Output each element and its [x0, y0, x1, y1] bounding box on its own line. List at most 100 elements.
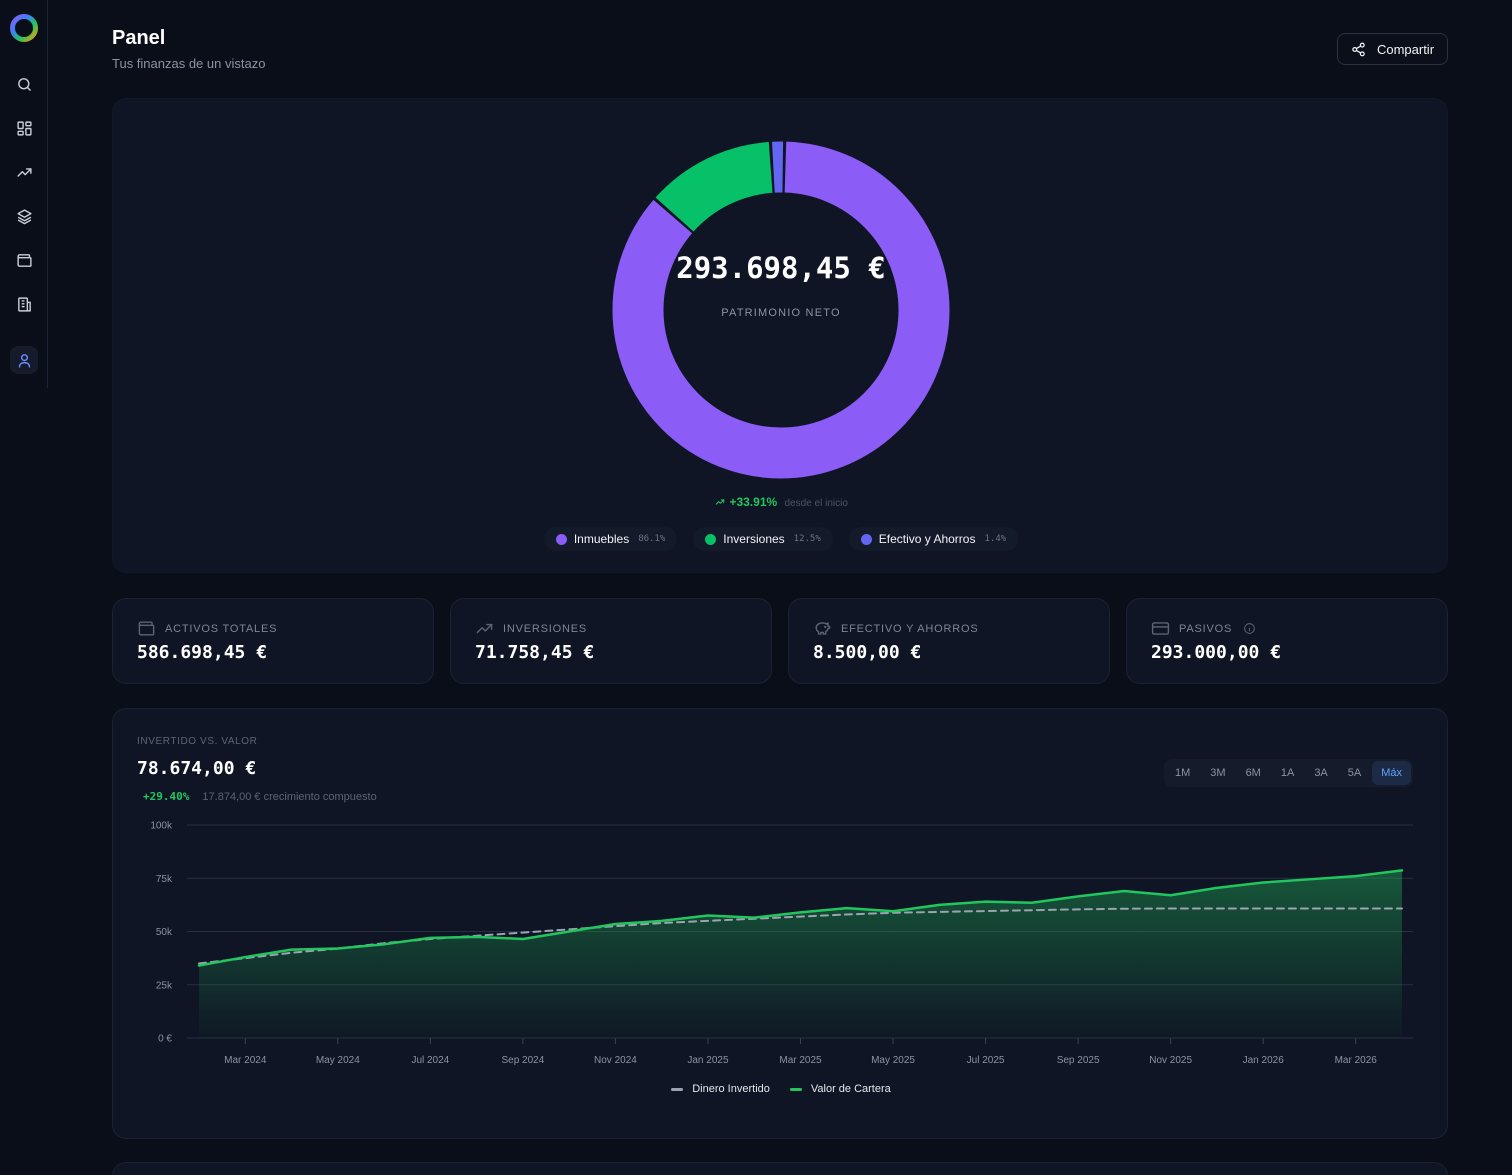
app-logo[interactable]	[9, 13, 39, 43]
stat-card-liabilities[interactable]: PASIVOS 293.000,00 €	[1126, 598, 1448, 684]
x-tick-label: Mar 2026	[1335, 1055, 1378, 1066]
nav-real-estate[interactable]	[10, 290, 38, 318]
x-tick-label: Jan 2026	[1243, 1055, 1285, 1066]
legend-name: Efectivo y Ahorros	[878, 532, 976, 546]
chart-kicker: INVERTIDO VS. VALOR	[137, 736, 258, 747]
nav-dashboard[interactable]	[10, 114, 38, 142]
net-worth-card: 293.698,45 € PATRIMONIO NETO +33.91% des…	[112, 98, 1448, 573]
legend-dot	[555, 533, 567, 545]
range-selector: 1M 3M 6M 1A 3A 5A Máx	[1164, 759, 1414, 787]
dashboard-icon	[16, 120, 32, 136]
share-icon	[1352, 42, 1365, 56]
growth-percent: +33.91%	[729, 495, 778, 509]
range-tab-2[interactable]: 6M	[1245, 767, 1261, 779]
stat-label: ACTIVOS TOTALES	[137, 619, 277, 638]
x-tick-label: Sep 2025	[1057, 1055, 1100, 1066]
donut-slice-0[interactable]	[612, 141, 950, 479]
stat-card-investments[interactable]: INVERSIONES 71.758,45 €	[450, 598, 772, 684]
building-icon	[17, 296, 31, 312]
y-tick-label: 25k	[156, 980, 173, 991]
series-line-0[interactable]	[198, 907, 1403, 965]
net-worth-label: PATRIMONIO NETO	[721, 307, 841, 319]
invested-vs-value-card: INVERTIDO VS. VALOR 78.674,00 € +29.40% …	[112, 708, 1448, 1139]
legend-item-efectivo[interactable]: Efectivo y Ahorros 1.4%	[848, 527, 1019, 551]
legend-label: Valor de Cartera	[810, 1083, 891, 1095]
x-tick-label: Jan 2025	[687, 1055, 729, 1066]
x-tick-label: May 2024	[316, 1055, 360, 1066]
chart-growth-pct: +29.40%	[143, 790, 190, 803]
trending-up-icon	[476, 623, 493, 634]
legend-dot	[705, 533, 717, 545]
range-tab-6[interactable]: Máx	[1372, 761, 1412, 785]
legend-item-invested[interactable]: Dinero Invertido	[671, 1083, 770, 1095]
legend-swatch	[671, 1087, 684, 1091]
x-tick-label: Mar 2024	[224, 1055, 267, 1066]
chart-growth: +29.40% 17.874,00 € crecimiento compuest…	[143, 790, 377, 803]
stat-label: EFECTIVO Y AHORROS	[813, 619, 978, 638]
range-tab-3[interactable]: 1A	[1280, 767, 1295, 779]
legend-item-inversiones[interactable]: Inversiones 12.5%	[693, 527, 833, 551]
legend-label: Dinero Invertido	[692, 1083, 770, 1095]
wallet-icon	[138, 621, 155, 636]
x-tick-label: Jul 2024	[411, 1055, 449, 1066]
legend-name: Inversiones	[723, 532, 785, 546]
legend-swatch	[789, 1087, 802, 1091]
range-tab-0[interactable]: 1M	[1175, 767, 1191, 779]
nav-profile[interactable]	[10, 346, 38, 374]
stat-card-cash[interactable]: EFECTIVO Y AHORROS 8.500,00 €	[788, 598, 1110, 684]
stat-value: 586.698,45 €	[137, 642, 268, 663]
y-tick-label: 100k	[150, 821, 173, 832]
donut-slice-2[interactable]	[612, 141, 950, 479]
share-button[interactable]: Compartir	[1337, 33, 1448, 65]
allocation-legend: Inmuebles 86.1% Inversiones 12.5% Efecti…	[113, 527, 1449, 551]
x-tick-label: Nov 2025	[1149, 1055, 1192, 1066]
stat-label: PASIVOS	[1151, 619, 1256, 638]
chart-total: 78.674,00 €	[137, 758, 257, 779]
page-subtitle: Tus finanzas de un vistazo	[112, 56, 266, 71]
next-section-card	[112, 1162, 1448, 1175]
share-label: Compartir	[1376, 41, 1435, 57]
legend-item-inmuebles[interactable]: Inmuebles 86.1%	[543, 527, 678, 551]
nav-investments[interactable]	[10, 158, 38, 186]
invested-vs-value-chart: 100k 75k 50k 25k 0 € Mar 2024 May 2024 Jul 2024…	[150, 821, 1413, 1066]
stat-label-text: INVERSIONES	[503, 622, 587, 635]
legend-name: Inmuebles	[573, 532, 630, 546]
stat-value: 293.000,00 €	[1151, 642, 1282, 663]
stat-label: INVERSIONES	[475, 619, 587, 638]
x-tick-label: Nov 2024	[594, 1055, 637, 1066]
layers-icon	[16, 208, 32, 224]
nav-assets[interactable]	[10, 202, 38, 230]
x-tick-label: Jul 2025	[967, 1055, 1005, 1066]
wallet-icon	[16, 253, 32, 267]
trending-up-icon	[715, 499, 725, 505]
stat-value: 71.758,45 €	[475, 642, 595, 663]
series-line-1[interactable]	[197, 869, 1404, 967]
stat-label-text: ACTIVOS TOTALES	[165, 622, 278, 635]
legend-pct: 12.5%	[793, 534, 821, 544]
x-tick-label: Sep 2024	[501, 1055, 544, 1066]
stat-value: 8.500,00 €	[813, 642, 922, 663]
growth-suffix: desde el inicio	[784, 498, 848, 509]
range-tab-5[interactable]: 5A	[1347, 767, 1362, 779]
legend-pct: 1.4%	[984, 534, 1007, 544]
legend-item-portfolio[interactable]: Valor de Cartera	[789, 1083, 891, 1095]
chart-legend: Dinero Invertido Valor de Cartera	[113, 1083, 1449, 1095]
info-icon[interactable]	[1243, 622, 1256, 635]
y-tick-label: 75k	[156, 874, 173, 885]
piggy-bank-icon	[815, 622, 831, 635]
legend-pct: 86.1%	[638, 534, 666, 544]
net-worth-donut	[612, 141, 950, 479]
credit-card-icon	[1151, 622, 1170, 635]
search-icon	[17, 77, 31, 91]
stat-card-total-assets[interactable]: ACTIVOS TOTALES 586.698,45 €	[112, 598, 434, 684]
stat-label-text: PASIVOS	[1179, 622, 1233, 635]
portfolio-area	[199, 870, 1402, 1038]
range-tab-4[interactable]: 3A	[1314, 767, 1328, 779]
nav-search[interactable]	[10, 70, 38, 98]
net-worth-value: 293.698,45 €	[676, 251, 886, 285]
legend-dot	[860, 533, 872, 545]
user-icon	[18, 353, 30, 368]
range-tab-1[interactable]: 3M	[1210, 767, 1226, 779]
nav-wallet[interactable]	[10, 246, 38, 274]
y-tick-label: 50k	[156, 927, 173, 938]
